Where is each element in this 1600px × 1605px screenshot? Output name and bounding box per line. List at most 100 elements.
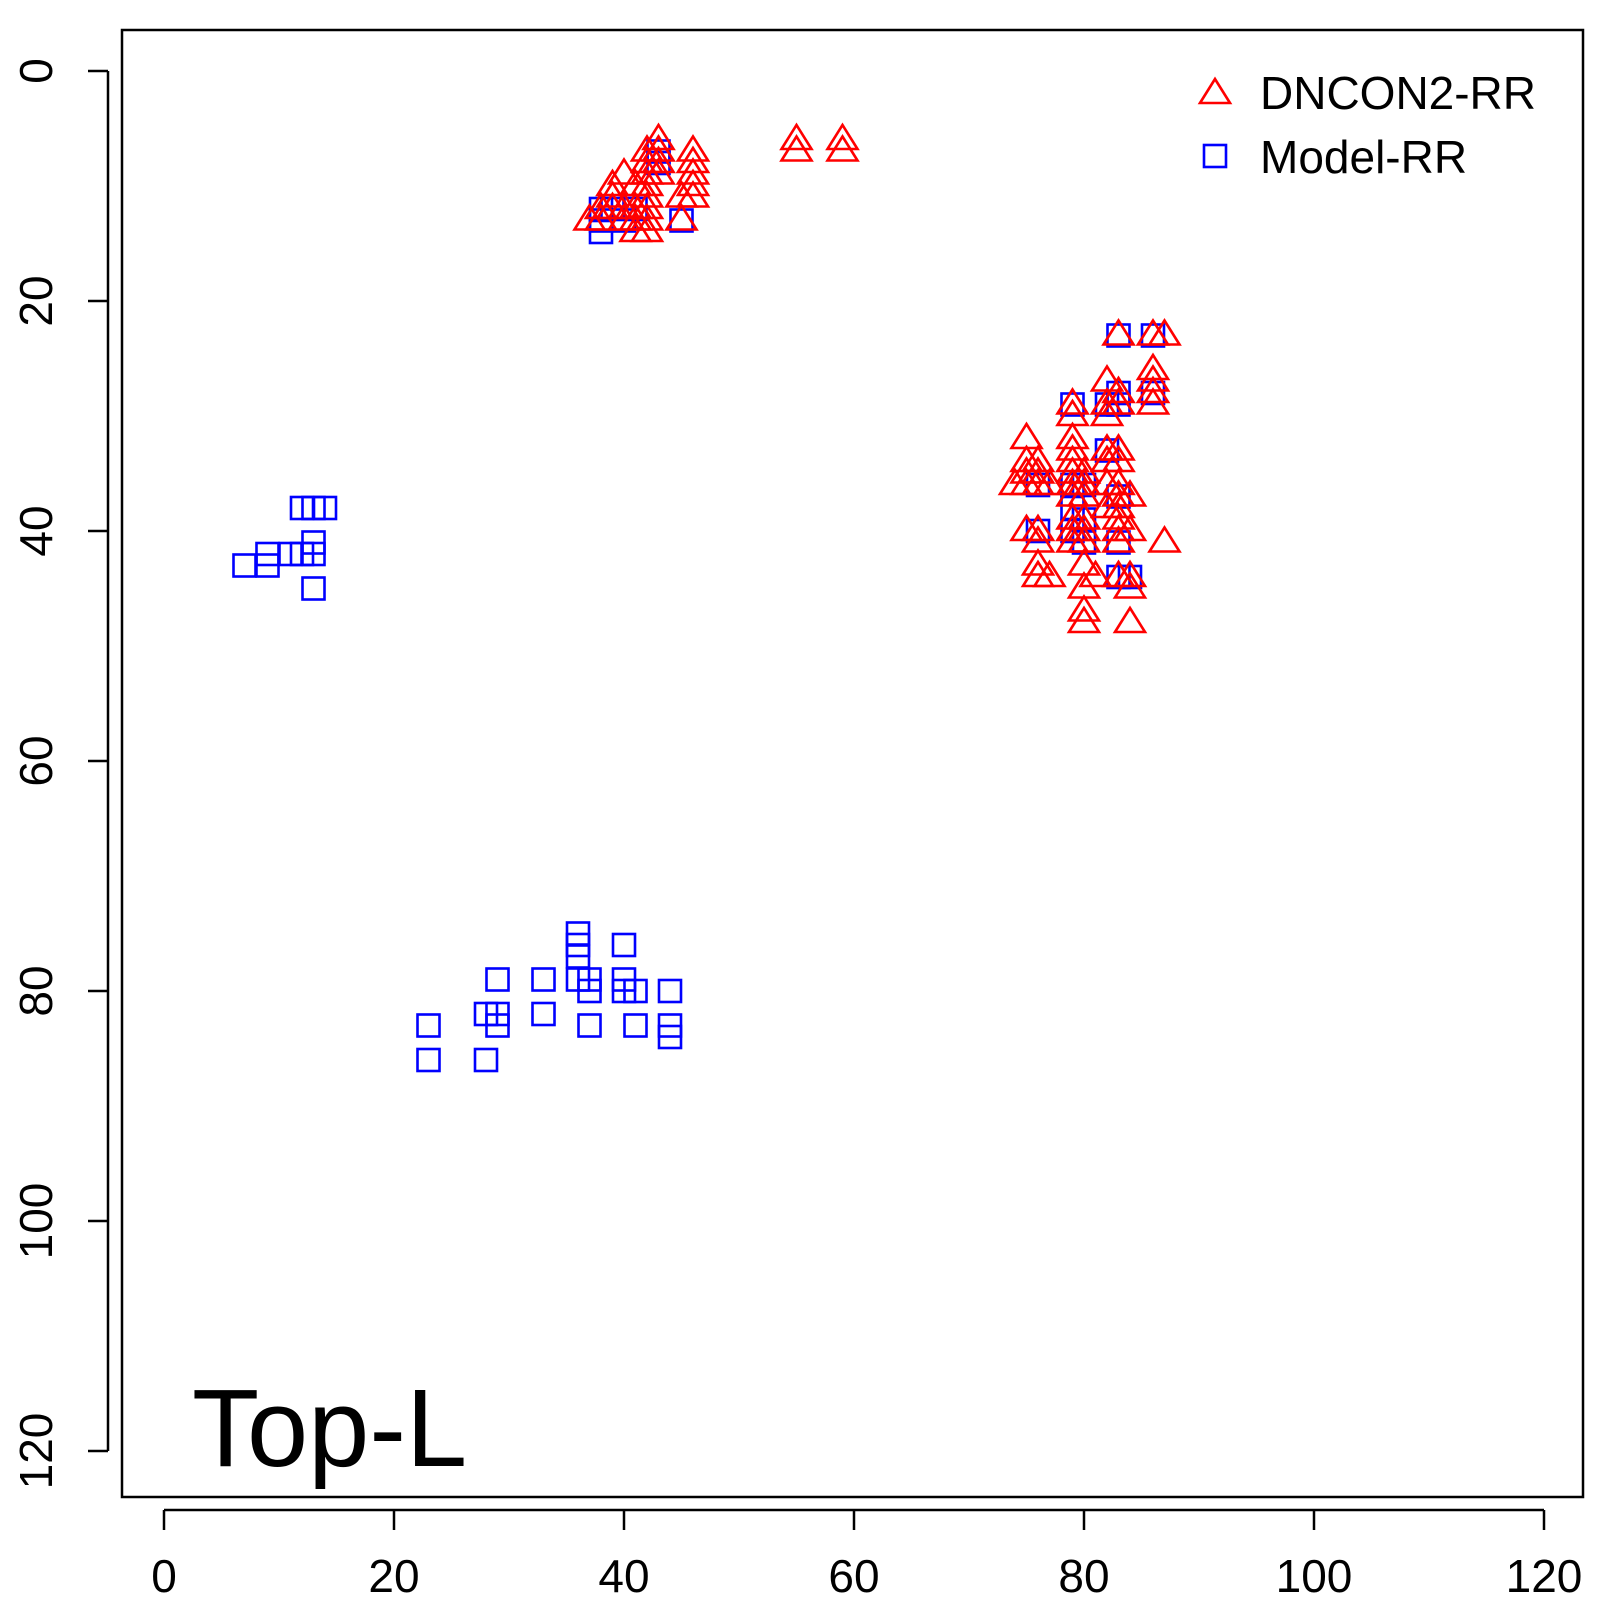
y-tick-label: 120 — [10, 1413, 62, 1490]
triangle-marker — [825, 134, 860, 162]
triangle-marker — [675, 168, 711, 197]
triangle-marker — [664, 203, 699, 231]
square-marker — [1140, 380, 1166, 406]
legend: DNCON2-RR Model-RR — [1197, 67, 1536, 183]
triangle-marker — [1101, 433, 1136, 461]
triangle-marker — [1101, 375, 1136, 404]
triangle-marker — [1009, 421, 1044, 450]
panel-annotation: Top-L — [192, 1367, 467, 1490]
square-marker — [611, 932, 637, 958]
square-marker — [1117, 564, 1143, 590]
y-tick-label: 20 — [10, 275, 62, 326]
square-marker — [301, 541, 326, 567]
triangle-marker — [1112, 479, 1148, 507]
triangle-marker — [1020, 456, 1056, 484]
square-marker — [485, 967, 510, 992]
square-marker — [1106, 323, 1131, 348]
data-points — [232, 122, 1182, 1073]
triangle-marker — [675, 180, 711, 208]
triangle-marker — [641, 157, 676, 185]
square-marker — [1060, 392, 1085, 417]
triangle-marker — [1066, 513, 1102, 542]
triangle-marker — [641, 145, 676, 174]
series-dncon2-rr — [572, 122, 1182, 634]
triangle-marker — [1020, 559, 1056, 588]
x-tick-label: 80 — [1058, 1550, 1109, 1600]
triangle-marker — [1066, 467, 1102, 496]
legend-triangle-icon — [1197, 76, 1233, 105]
y-tick-label: 0 — [10, 58, 62, 84]
square-marker — [531, 967, 556, 992]
square-marker — [657, 978, 683, 1004]
x-tick-label: 40 — [598, 1550, 649, 1600]
square-marker — [232, 553, 257, 578]
triangle-marker — [1135, 387, 1171, 415]
y-tick-label: 60 — [10, 735, 62, 786]
triangle-marker — [1009, 513, 1044, 542]
legend-square-icon — [1202, 143, 1228, 169]
triangle-marker — [606, 157, 642, 185]
plot-frame — [120, 28, 1585, 1499]
triangle-marker — [1112, 571, 1148, 599]
x-tick-label: 100 — [1276, 1550, 1353, 1600]
triangle-marker — [1101, 525, 1136, 553]
square-marker — [669, 208, 694, 233]
triangle-marker — [1055, 387, 1090, 415]
triangle-marker — [1032, 467, 1067, 496]
triangle-marker — [825, 122, 860, 151]
x-tick-label: 0 — [151, 1550, 177, 1600]
triangle-marker — [629, 214, 665, 243]
triangle-marker — [629, 203, 665, 231]
triangle-marker — [779, 122, 814, 151]
square-marker — [1106, 392, 1131, 417]
x-tick-label: 120 — [1506, 1550, 1583, 1600]
triangle-marker — [1066, 605, 1102, 634]
triangle-marker — [1020, 548, 1056, 576]
square-marker — [577, 978, 602, 1004]
square-marker — [485, 1013, 510, 1038]
triangle-marker — [1147, 318, 1182, 346]
square-marker — [312, 495, 338, 521]
triangle-marker — [1135, 375, 1171, 404]
square-marker — [473, 1047, 499, 1073]
triangle-marker — [1112, 513, 1148, 542]
square-marker — [416, 1047, 441, 1073]
y-axis: 0 20 40 60 80 100 120 — [10, 58, 110, 1490]
legend-label: DNCON2-RR — [1260, 67, 1536, 119]
triangle-marker — [1112, 605, 1148, 634]
square-marker — [1106, 530, 1131, 555]
square-marker — [657, 1024, 683, 1050]
square-marker — [301, 576, 326, 601]
square-marker — [1025, 518, 1051, 544]
square-marker — [646, 150, 671, 176]
triangle-marker — [595, 180, 630, 208]
square-marker — [1094, 438, 1120, 463]
square-marker — [1140, 323, 1166, 348]
square-marker — [577, 1013, 602, 1038]
triangle-marker — [1147, 525, 1182, 553]
series-model-rr — [232, 139, 1166, 1073]
legend-label: Model-RR — [1260, 131, 1467, 183]
square-marker — [255, 553, 280, 578]
y-tick-label: 80 — [10, 965, 62, 1016]
square-marker — [1106, 484, 1131, 509]
y-tick-label: 40 — [10, 505, 62, 556]
triangle-marker — [1078, 559, 1113, 588]
x-tick-label: 60 — [828, 1550, 879, 1600]
square-marker — [623, 1013, 648, 1038]
y-tick-label: 100 — [10, 1183, 62, 1260]
triangle-marker — [1089, 398, 1125, 427]
triangle-marker — [779, 134, 814, 162]
x-tick-label: 20 — [368, 1550, 419, 1600]
triangle-marker — [583, 203, 619, 231]
triangle-marker — [1112, 559, 1148, 588]
triangle-marker — [1101, 318, 1136, 346]
square-marker — [588, 219, 614, 245]
square-marker — [416, 1013, 441, 1038]
triangle-marker — [1066, 594, 1102, 622]
x-axis: 0 20 40 60 80 100 120 — [151, 1508, 1583, 1602]
square-marker — [1025, 472, 1051, 498]
square-marker — [531, 1001, 556, 1027]
